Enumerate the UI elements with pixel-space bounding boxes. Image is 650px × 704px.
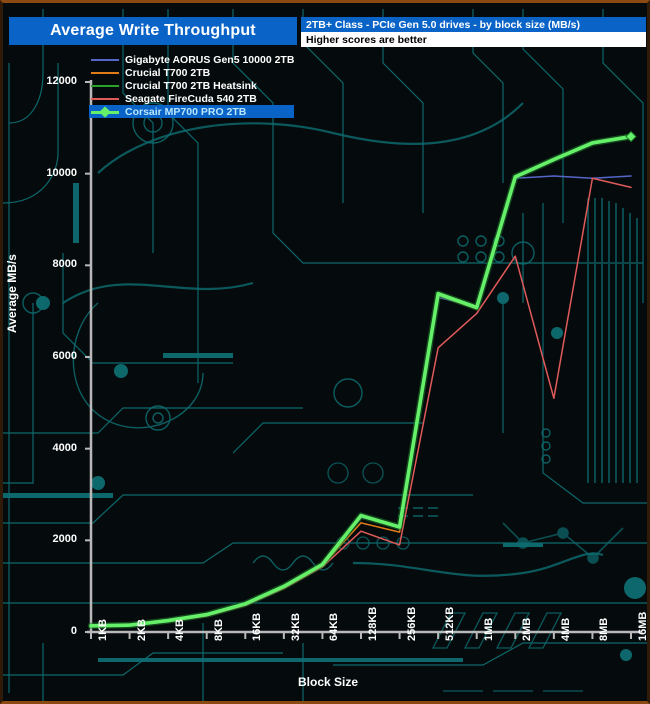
- x-axis-tick-label: 4MB: [559, 617, 572, 641]
- series-line-3: [90, 177, 632, 628]
- legend-swatch-icon: [89, 53, 121, 66]
- x-axis-tick-label: 8KB: [212, 618, 225, 641]
- x-axis-tick-label: 1MB: [482, 617, 495, 641]
- legend-diamond-icon: [99, 106, 111, 118]
- x-axis-tick-label: 64KB: [328, 612, 341, 641]
- legend-label: Crucial T700 2TB: [125, 66, 211, 79]
- y-axis-tick-label: 8000: [52, 258, 77, 271]
- legend-swatch-icon: [89, 105, 121, 118]
- x-axis-title: Block Size: [297, 675, 359, 689]
- legend-item-3[interactable]: Seagate FireCuda 540 2TB: [89, 92, 294, 105]
- series-line-2: [90, 135, 632, 627]
- y-axis-title: Average MB/s: [5, 254, 19, 333]
- chart-note: Higher scores are better: [306, 33, 427, 46]
- y-axis-tick-label: 12000: [46, 75, 77, 87]
- chart-subtitle-bar: 2TB+ Class - PCIe Gen 5.0 drives - by bl…: [301, 17, 646, 32]
- chart-title-bar: Average Write Throughput: [9, 17, 297, 45]
- y-axis-tick-label: 0: [70, 625, 77, 637]
- x-axis-tick-label: 16KB: [251, 612, 264, 641]
- chart-subtitle: 2TB+ Class - PCIe Gen 5.0 drives - by bl…: [306, 18, 580, 31]
- x-axis-tick-label: 4KB: [174, 618, 187, 641]
- legend-swatch-icon: [89, 92, 121, 105]
- legend-label: Crucial T700 2TB Heatsink: [125, 79, 257, 92]
- series-line-halo: [87, 133, 635, 630]
- x-axis-tick-label: 32KB: [289, 612, 302, 641]
- legend-label: Gigabyte AORUS Gen5 10000 2TB: [125, 53, 295, 66]
- series-line-0: [90, 175, 632, 627]
- chart-legend: Gigabyte AORUS Gen5 10000 2TB Crucial T70…: [89, 53, 295, 118]
- circuit-board-background: [3, 3, 647, 701]
- chart-note-bar: Higher scores are better: [301, 32, 646, 47]
- x-axis-tick-label: 8MB: [598, 617, 611, 641]
- x-axis-tick-label: 256KB: [405, 606, 418, 641]
- x-axis-tick-label: 128KB: [367, 606, 379, 641]
- legend-item-1[interactable]: Crucial T700 2TB: [89, 66, 294, 79]
- x-axis-tick-label: 2MB: [521, 617, 534, 641]
- y-axis-tick-label: 6000: [52, 350, 77, 362]
- series-line-4: [89, 134, 633, 628]
- y-axis-tick-label: 2000: [52, 533, 77, 546]
- page-title: Average Write Throughput: [50, 22, 256, 39]
- x-axis-tick-label: 2KB: [135, 618, 148, 641]
- x-axis-tick-label: 512KB: [444, 606, 457, 641]
- chart-plot-area: [85, 80, 641, 639]
- y-axis-tick-label: 10000: [46, 166, 77, 179]
- legend-item-2[interactable]: Crucial T700 2TB Heatsink: [89, 79, 294, 92]
- x-axis-tick-label: 1KB: [97, 618, 109, 641]
- series-marker-diamond: [625, 130, 637, 143]
- legend-swatch-icon: [89, 79, 121, 92]
- legend-item-4[interactable]: Corsair MP700 PRO 2TB: [89, 105, 295, 118]
- legend-item-0[interactable]: Gigabyte AORUS Gen5 10000 2TB: [89, 53, 294, 66]
- legend-swatch-icon: [89, 66, 121, 79]
- y-axis-tick-label: 4000: [52, 441, 77, 454]
- legend-label: Corsair MP700 PRO 2TB: [125, 105, 247, 118]
- legend-label: Seagate FireCuda 540 2TB: [125, 92, 257, 105]
- x-axis-tick-label: 16MB: [637, 611, 649, 641]
